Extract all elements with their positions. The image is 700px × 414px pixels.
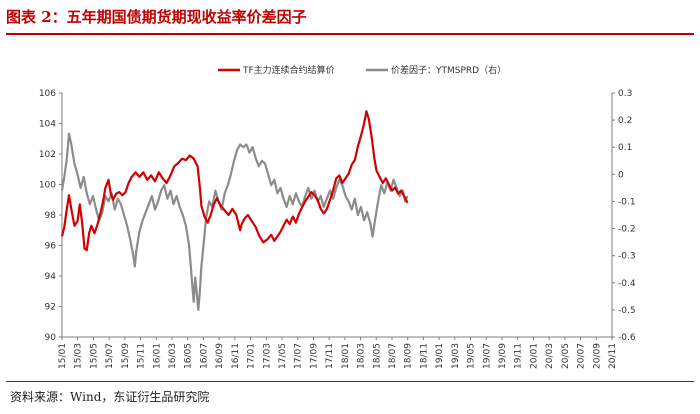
x-tick-label: 19/03	[451, 343, 461, 369]
x-tick-label: 16/01	[152, 343, 162, 369]
x-tick-label: 15/07	[105, 343, 115, 369]
legend-label-right: 价差因子：YTMSPRD（右）	[391, 64, 506, 76]
x-tick-label: 19/11	[514, 343, 524, 369]
title-rule	[6, 33, 694, 35]
y-left-tick-label: 104	[39, 120, 56, 130]
x-axis: 15/01 15/03 15/05 15/07 15/09 15/11 16/01 16/03…	[58, 337, 618, 369]
x-tick-label: 18/09	[404, 343, 414, 369]
y-left-tick-label: 106	[39, 89, 56, 99]
x-tick-label: 16/09	[215, 343, 225, 369]
y-right-tick-label: -0.5	[618, 306, 636, 316]
x-tick-label: 20/03	[545, 343, 555, 369]
x-tick-label: 15/09	[121, 343, 131, 369]
x-tick-label: 16/03	[168, 343, 178, 369]
y-left-tick-label: 96	[45, 242, 57, 252]
x-tick-label: 19/01	[435, 343, 445, 369]
x-tick-label: 16/11	[231, 343, 241, 369]
y-right-tick-label: 0.3	[618, 89, 632, 99]
y-right-tick-label: -0.2	[618, 225, 636, 235]
y-left-tick-label: 94	[45, 272, 57, 282]
y-right-tick-label: 0	[618, 170, 624, 180]
x-tick-label: 20/05	[561, 343, 571, 369]
x-tick-label: 15/03	[74, 343, 84, 369]
x-tick-label: 18/03	[357, 343, 367, 369]
source-rule	[6, 381, 694, 382]
y-left-axis: 90 92 94 96 98 100 102 104 106	[39, 89, 62, 343]
x-tick-label: 20/01	[529, 343, 539, 369]
y-left-tick-label: 90	[45, 333, 57, 343]
series-line-tf-price	[60, 110, 409, 252]
x-tick-label: 18/07	[388, 343, 398, 369]
y-right-tick-label: -0.3	[618, 252, 636, 262]
x-tick-label: 20/09	[592, 343, 602, 369]
y-right-tick-label: -0.4	[618, 279, 636, 289]
chart-title: 图表 2：五年期国债期货期现收益率价差因子	[6, 8, 307, 26]
y-right-tick-label: -0.1	[618, 197, 636, 207]
x-tick-label: 18/01	[341, 343, 351, 369]
x-tick-label: 19/07	[482, 343, 492, 369]
x-tick-label: 17/05	[278, 343, 288, 369]
x-tick-label: 18/11	[419, 343, 429, 369]
x-tick-label: 20/11	[608, 343, 618, 369]
x-tick-label: 17/09	[309, 343, 319, 369]
y-left-tick-label: 98	[45, 211, 57, 221]
series-line-spread	[60, 132, 409, 311]
y-right-axis: -0.6 -0.5 -0.4 -0.3 -0.2 -0.1 0 0.1 0.2 0.3	[612, 89, 636, 343]
y-left-tick-label: 92	[45, 303, 56, 313]
y-right-tick-label: -0.6	[618, 333, 636, 343]
x-tick-label: 15/01	[58, 343, 68, 369]
y-right-tick-label: 0.2	[618, 116, 632, 126]
x-tick-label: 17/03	[262, 343, 272, 369]
x-tick-label: 17/07	[294, 343, 304, 369]
x-tick-label: 18/05	[372, 343, 382, 369]
x-tick-label: 17/11	[325, 343, 335, 369]
x-tick-label: 17/01	[247, 343, 257, 369]
x-tick-label: 15/05	[89, 343, 99, 369]
legend: TF主力连续合约结算价 价差因子：YTMSPRD（右）	[218, 64, 506, 76]
y-right-tick-label: 0.1	[618, 143, 632, 153]
x-tick-label: 19/05	[467, 343, 477, 369]
x-tick-label: 16/05	[184, 343, 194, 369]
source-note: 资料来源：Wind，东证衍生品研究院	[10, 390, 210, 404]
legend-label-left: TF主力连续合约结算价	[242, 64, 335, 76]
x-tick-label: 16/07	[199, 343, 209, 369]
x-tick-label: 20/07	[577, 343, 587, 369]
x-tick-label: 19/09	[498, 343, 508, 369]
x-tick-label: 15/11	[137, 343, 147, 369]
y-left-tick-label: 102	[39, 150, 56, 160]
y-left-tick-label: 100	[39, 181, 56, 191]
